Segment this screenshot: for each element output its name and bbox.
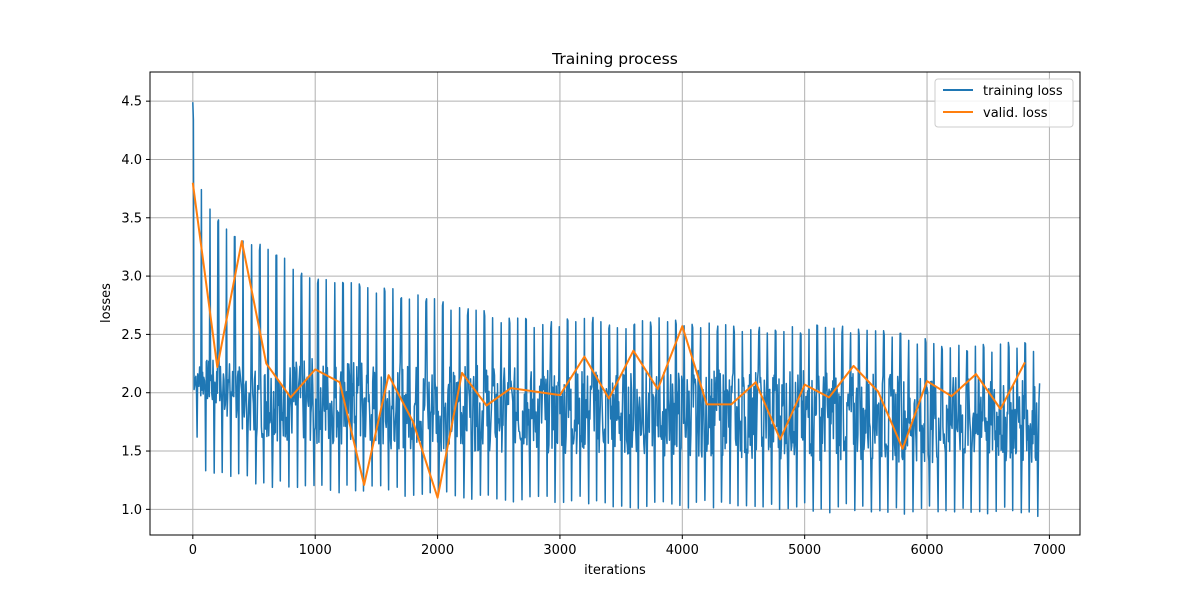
x-tick-label: 6000 <box>910 543 943 558</box>
chart-title: Training process <box>551 50 678 68</box>
plot-frame <box>149 71 1081 536</box>
x-tick-label: 0 <box>189 543 197 558</box>
y-tick-label: 3.5 <box>121 211 142 226</box>
y-tick-label: 4.5 <box>121 95 142 110</box>
x-tick-label: 7000 <box>1033 543 1066 558</box>
valid-loss-line <box>191 182 1026 499</box>
y-tick-label: 3.0 <box>121 270 142 285</box>
x-tick-label: 4000 <box>666 543 699 558</box>
training-loss-line <box>192 102 1041 518</box>
y-tick-label: 1.5 <box>121 445 142 460</box>
legend: training loss valid. loss <box>934 78 1074 128</box>
x-tick-label: 2000 <box>421 543 454 558</box>
y-axis-label: losses <box>99 283 114 323</box>
y-tick-label: 2.0 <box>121 386 142 401</box>
legend-label-valid-loss: valid. loss <box>983 106 1048 121</box>
y-tick-label: 2.5 <box>121 328 142 343</box>
series-layer <box>191 102 1041 518</box>
axis-ticks: 0 1000 2000 3000 4000 5000 6000 7000 1.0 1.5 2.0 2.… <box>121 95 1066 558</box>
x-axis-label: iterations <box>584 563 646 578</box>
y-tick-label: 4.0 <box>121 153 142 168</box>
x-tick-label: 5000 <box>788 543 821 558</box>
legend-label-training-loss: training loss <box>983 84 1063 99</box>
x-tick-label: 1000 <box>299 543 332 558</box>
x-tick-label: 3000 <box>543 543 576 558</box>
y-tick-label: 1.0 <box>121 503 142 518</box>
